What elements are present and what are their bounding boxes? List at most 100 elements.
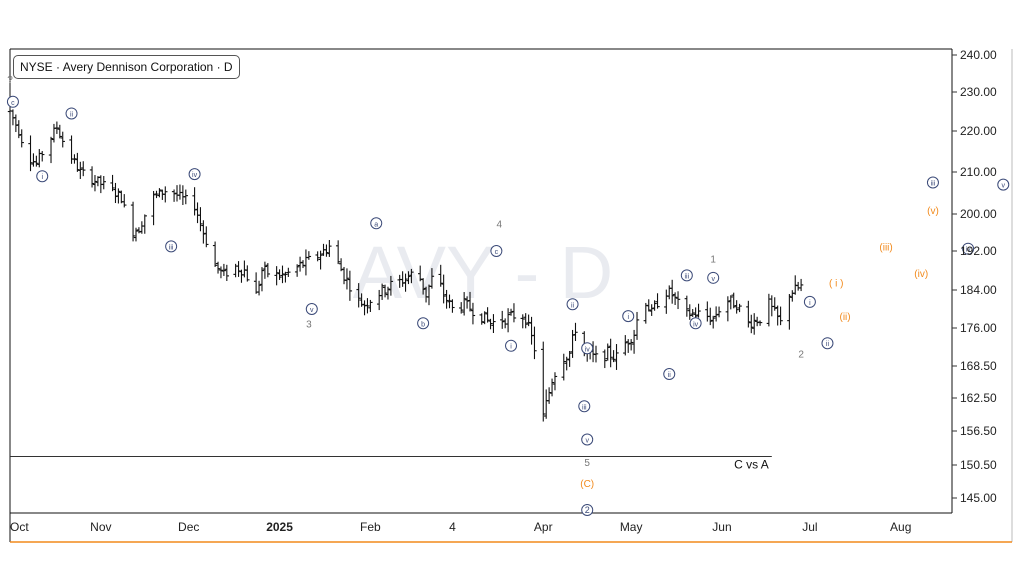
ohlc-bar [382,284,388,298]
wave-label-circle [505,339,518,352]
ohlc-bar [171,189,177,202]
ohlc-bar [51,123,57,143]
wave-label-circle [6,95,19,108]
wave-label-circled: i [803,295,816,308]
wave-label-circle [821,337,834,350]
ohlc-bar [787,294,792,330]
ohlc-bar [274,266,279,286]
time-axis-label: May [620,520,643,534]
ohlc-bar [224,264,230,282]
ohlc-bar [315,251,320,262]
ohlc-bar [623,335,628,356]
wave-label-circle [581,504,594,516]
ohlc-bar [502,318,508,329]
wave-label-orange: (ii) [839,312,850,323]
wave-label-circled: ii [663,368,676,380]
ohlc-bar [303,249,309,276]
ohlc-bar [529,316,534,345]
wave-label-orange: (v) [927,206,939,217]
wave-label-text: ii [668,372,672,379]
wave-label-text: v [1002,183,1006,190]
ohlc-bar [409,268,414,284]
wave-label-circled: ii [65,107,78,120]
ohlc-bar [652,300,657,311]
ohlc-bar [110,174,115,192]
wave-label-circle [962,242,975,255]
wave-label-text: i [41,174,43,181]
ohlc-bar [139,221,145,234]
price-axis-label: 145.00 [960,491,997,505]
ohlc-bar [485,307,490,323]
ohlc-bar [151,190,156,226]
wave-label-text: iii [931,181,936,188]
time-axis[interactable]: Oct Nov Dec 2025 Feb 4 Apr May Jun Jul Aug [10,520,911,534]
ohlc-bar [461,292,467,316]
wave-label-text: iv [966,247,972,254]
wave-label-circle [370,217,383,230]
price-axis-label: 176.00 [960,321,997,335]
wave-label-circled: iii [926,176,939,189]
ohlc-bar [75,152,80,172]
ohlc-bar [752,313,757,335]
wave-label-circle [65,107,78,120]
ohlc-bar [48,136,54,164]
ohlc-bar [133,227,139,242]
ohlc-bar [306,251,312,260]
wave-label-circle [578,400,591,413]
ohlc-bar [318,250,323,270]
ohlc-bar [28,135,33,172]
ohlc-bar [672,292,678,305]
ohlc-bar [561,353,566,381]
ohlc-bar [546,387,552,404]
price-axis-label: 184.00 [960,283,997,297]
time-axis-label: Dec [178,520,199,534]
ohlc-bar [690,309,695,317]
ohlc-bar [212,241,218,267]
ohlc-bar [236,261,241,277]
wave-label-circled: c [490,245,503,257]
wave-label-circled: v [707,271,720,284]
wave-label-text: b [421,321,425,328]
wave-label-orange: ( i ) [829,279,843,290]
wave-label-text: a [374,221,378,228]
time-axis-label: 4 [449,520,456,534]
ohlc-bar [245,265,250,282]
ohlc-bar [163,186,168,203]
ohlc-bar [327,240,332,257]
ohlc-bar [283,271,288,283]
ohlc-bar [157,188,162,198]
ohlc-bar [356,283,361,308]
ohlc-bar [174,185,180,202]
c-vs-a-label: C vs A [734,458,769,472]
ohlc-bar [403,273,408,292]
ohlc-bar [793,275,798,295]
ohlc-bar [541,341,546,422]
time-axis-label: 2025 [266,520,293,534]
ohlc-bar [459,302,464,314]
wave-label-circle [490,245,503,257]
price-axis[interactable]: 240.00 230.00 220.00 210.00 200.00 192.00 184.… [952,48,997,505]
price-axis-label: 156.50 [960,424,997,438]
time-axis-label: Jun [712,520,731,534]
ohlc-bars [7,108,804,422]
wave-label-circle [663,368,676,380]
ohlc-bar [708,307,713,326]
ohlc-bar [734,300,739,314]
wave-label-circled: a [370,217,383,230]
price-axis-label: 162.50 [960,391,997,405]
ohlc-bar [772,297,777,311]
wave-label-gray: 3 [306,319,312,330]
wave-label-circled: i [36,170,49,183]
ohlc-bar [482,311,487,325]
wave-label-text: iv [585,346,591,353]
ohlc-bar [89,166,95,188]
ohlc-bar [215,261,221,274]
wave-label-circle [926,176,939,189]
price-axis-label: 230.00 [960,85,997,99]
wave-label-text: iii [169,244,174,251]
ohlc-bar [746,300,751,328]
symbol-legend[interactable]: NYSE · Avery Dennison Corporation · D [13,55,240,79]
wave-label-circled: iii [578,400,591,413]
ohlc-bar [280,265,285,284]
